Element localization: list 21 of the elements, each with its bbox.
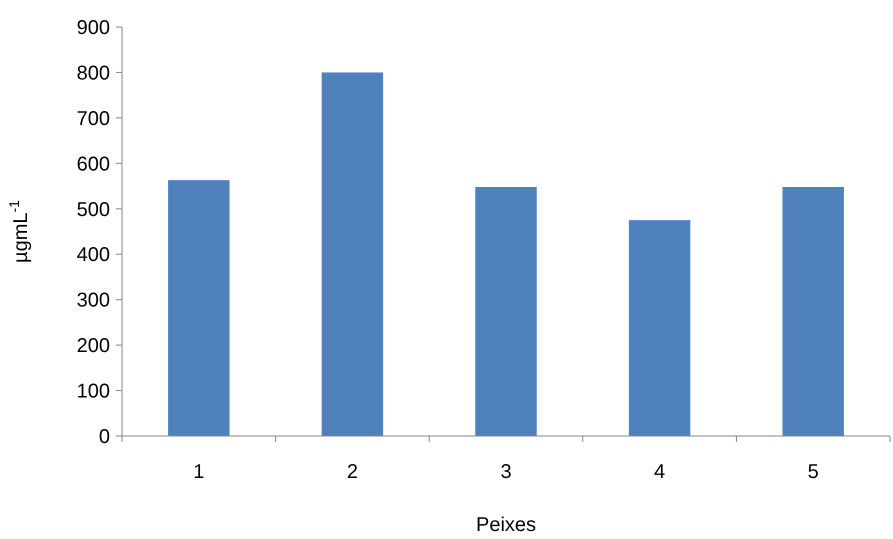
y-tick-label: 800 [76,62,110,84]
x-axis-title: Peixes [476,514,536,536]
y-tick-label: 100 [76,380,110,403]
x-tick-label: 3 [500,461,512,483]
x-tick-label: 2 [346,461,358,483]
bar [782,186,844,436]
y-tick-label: 600 [76,153,110,176]
bar [628,220,690,436]
x-tick-label: 1 [193,461,204,483]
bar [322,72,384,436]
x-tick-label: 5 [808,461,819,483]
bar [168,180,230,436]
y-tick-label: 200 [76,335,110,358]
y-tick-label: 400 [76,244,110,266]
y-tick-label: 700 [76,108,110,130]
y-tick-label: 500 [76,198,110,221]
y-tick-label: 300 [76,290,110,312]
x-tick-label: 4 [654,461,666,483]
bar [475,186,537,436]
y-tick-label: 0 [98,426,110,448]
y-tick-label: 900 [76,17,110,39]
